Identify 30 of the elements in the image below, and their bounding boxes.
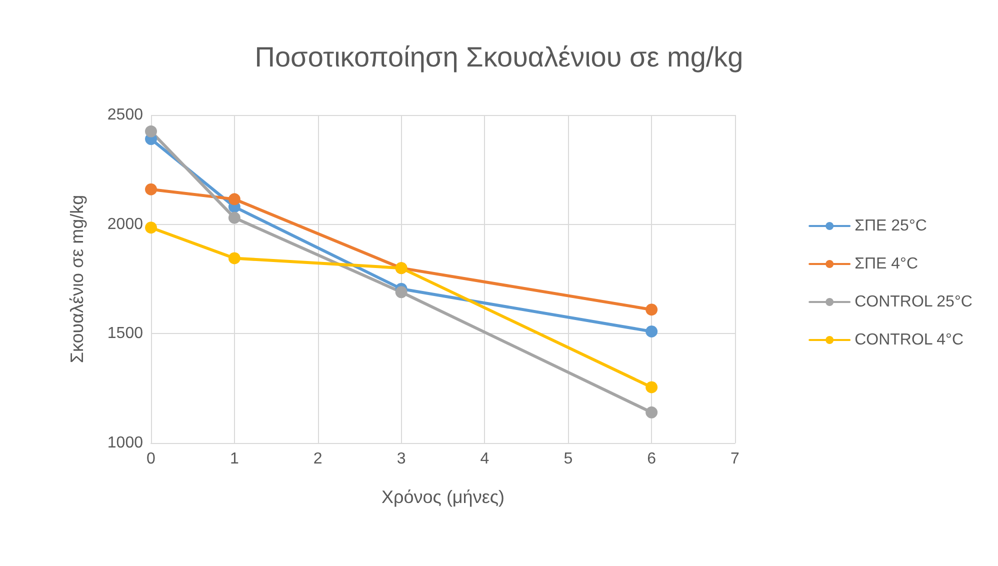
point — [145, 222, 157, 234]
point — [395, 286, 408, 298]
x-tick-label: 4 — [480, 450, 490, 468]
x-tick-label: 7 — [730, 450, 740, 468]
point — [145, 125, 157, 138]
x-tick-label: 1 — [230, 450, 239, 468]
point — [228, 193, 240, 206]
legend-label: CONTROL 4°C — [854, 332, 964, 348]
x-tick-label: 3 — [396, 450, 406, 468]
point — [228, 252, 240, 264]
point — [646, 406, 658, 418]
y-tick-label: 1000 — [107, 434, 144, 452]
y-tick-label: 2500 — [107, 106, 144, 124]
legend-label: ΣΠΕ 4°C — [854, 256, 918, 272]
x-tick-label: 6 — [647, 450, 656, 468]
chart-title: Ποσοτικοποίηση Σκουαλένιου σε mg/kg — [254, 42, 744, 72]
y-tick-label: 1500 — [107, 325, 144, 342]
y-axis-title: Σκουαλένιο σε mg/kg — [67, 194, 87, 364]
point — [646, 381, 658, 394]
point — [646, 325, 658, 338]
x-axis-title: Χρόνος (μήνες) — [381, 487, 505, 507]
legend-label: ΣΠΕ 25°C — [854, 218, 927, 234]
x-tick-label: 2 — [313, 450, 322, 468]
x-tick-label: 5 — [564, 450, 573, 468]
point — [228, 212, 240, 224]
y-tick-label: 2000 — [107, 216, 144, 233]
legend-label: CONTROL 25°C — [854, 294, 972, 310]
x-tick-label: 0 — [146, 450, 156, 468]
point — [145, 183, 157, 196]
point — [646, 304, 658, 316]
